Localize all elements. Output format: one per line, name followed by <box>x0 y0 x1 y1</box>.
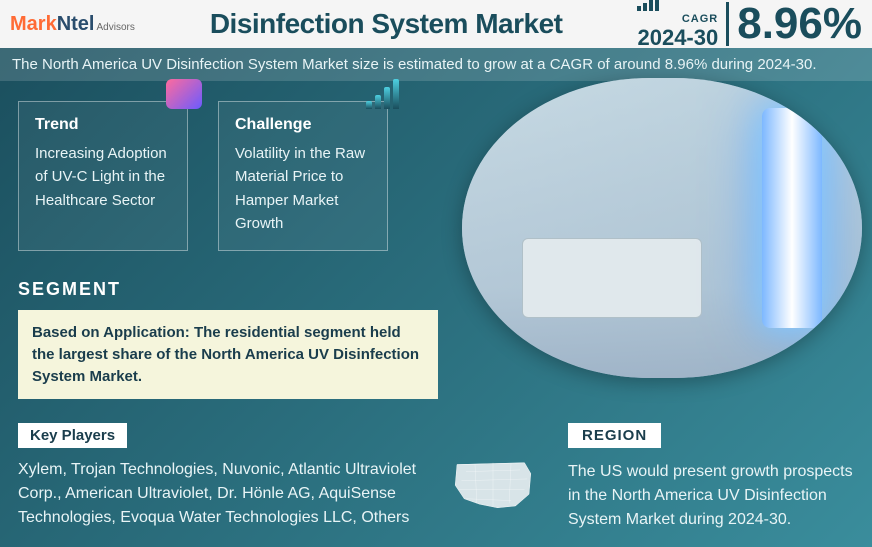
trend-card: Trend Increasing Adoption of UV-C Light … <box>18 101 188 251</box>
cagr-box: CAGR 2024-30 8.96% <box>637 0 862 51</box>
map-area <box>448 453 538 518</box>
cagr-value: 8.96% <box>726 2 862 46</box>
segment-box: Based on Application: The residential se… <box>18 310 438 399</box>
subtitle-bar: The North America UV Disinfection System… <box>0 48 872 81</box>
page-title: Disinfection System Market <box>135 8 638 40</box>
trend-heading: Trend <box>35 116 171 134</box>
region-body: The US would present growth prospects in… <box>568 460 854 532</box>
cagr-label-group: CAGR 2024-30 <box>637 0 718 51</box>
region: REGION The US would present growth prosp… <box>568 423 854 532</box>
key-players-body: Xylem, Trojan Technologies, Nuvonic, Atl… <box>18 458 418 530</box>
challenge-card: Challenge Volatility in the Raw Material… <box>218 101 388 251</box>
logo-subtext: Advisors <box>97 22 135 33</box>
challenge-heading: Challenge <box>235 116 371 134</box>
us-map-icon <box>448 453 538 513</box>
header: MarkNtel Advisors Disinfection System Ma… <box>0 0 872 48</box>
cagr-years: 2024-30 <box>637 25 718 51</box>
cagr-label: CAGR <box>637 13 718 25</box>
segment-label: SEGMENT <box>18 279 854 300</box>
bars-icon <box>637 0 718 11</box>
logo: MarkNtel Advisors <box>10 13 135 36</box>
challenge-card-wrap: Challenge Volatility in the Raw Material… <box>218 101 388 251</box>
bottom-row: Key Players Xylem, Trojan Technologies, … <box>18 423 854 532</box>
megaphone-icon <box>166 79 206 111</box>
trend-card-wrap: Trend Increasing Adoption of UV-C Light … <box>18 101 188 251</box>
key-players-label: Key Players <box>18 423 127 448</box>
challenge-body: Volatility in the Raw Material Price to … <box>235 142 371 235</box>
region-label: REGION <box>568 423 661 448</box>
content: Trend Increasing Adoption of UV-C Light … <box>0 81 872 532</box>
logo-ntel: Ntel <box>57 13 95 36</box>
chart-bars-icon <box>366 79 406 109</box>
cards-row: Trend Increasing Adoption of UV-C Light … <box>18 101 854 251</box>
logo-mark: Mark <box>10 13 57 36</box>
key-players: Key Players Xylem, Trojan Technologies, … <box>18 423 418 530</box>
trend-body: Increasing Adoption of UV-C Light in the… <box>35 142 171 212</box>
